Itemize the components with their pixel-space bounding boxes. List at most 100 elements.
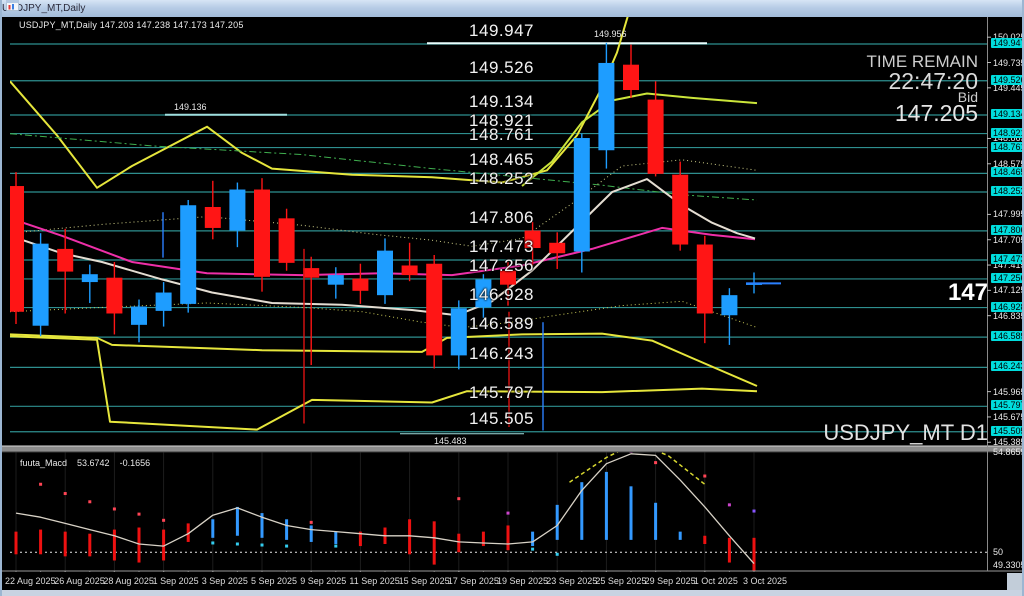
- candle-27-aug: [81, 274, 98, 283]
- chart-canvas[interactable]: USDJPY_MT,Daily 147.203 147.238 147.173 …: [2, 0, 1024, 573]
- scale-highlight-148.465: 148.465: [991, 167, 1022, 178]
- candle-26-sep: [623, 64, 639, 91]
- scale-tick-145.675: 145.675: [993, 411, 1024, 422]
- small-price-label-149.136: 149.136: [174, 101, 207, 112]
- candle-3-sep: [204, 206, 221, 228]
- time-remain-label: TIME REMAIN: [866, 52, 978, 71]
- current-price-big: 147: [947, 279, 988, 306]
- price-level-label-148.465: 148.465: [469, 150, 534, 170]
- candle-16-sep: [426, 263, 443, 356]
- small-price-label-145.483: 145.483: [434, 435, 467, 446]
- date-label-8: 11 Sep 2025: [349, 576, 400, 586]
- window-title: USDJPY_MT,Daily: [2, 3, 86, 14]
- scale-highlight-148.252: 148.252: [991, 185, 1022, 196]
- price-level-label-145.505: 145.505: [469, 408, 534, 428]
- macd-value-2: -0.1656: [119, 458, 151, 468]
- price-level-label-148.761: 148.761: [469, 124, 534, 144]
- time-scale[interactable]: [2, 572, 1022, 590]
- chart-ohlc-info: USDJPY_MT,Daily 147.203 147.238 147.173 …: [19, 20, 244, 30]
- date-label-10: 17 Sep 2025: [447, 576, 499, 586]
- macd-value-1: 53.6742: [77, 458, 110, 468]
- scale-tick-149.445: 149.445: [993, 82, 1024, 93]
- price-level-label-148.252: 148.252: [469, 168, 534, 188]
- candle-4-sep: [229, 189, 246, 231]
- scale-highlight-147.806: 147.806: [991, 224, 1022, 235]
- macd-scale-54.8659: 54.8659: [993, 447, 1024, 457]
- candle-30-sep: [672, 174, 689, 245]
- scale-tick-147.125: 147.125: [993, 285, 1024, 296]
- date-label-16: 3 Oct 2025: [743, 576, 788, 586]
- price-level-label-147.256: 147.256: [469, 255, 534, 275]
- date-label-3: 28 Aug 2025: [103, 576, 154, 586]
- scale-highlight-146.928: 146.928: [991, 301, 1022, 312]
- date-label-15: 1 Oct 2025: [693, 576, 738, 586]
- candle-9-sep: [303, 268, 320, 278]
- scale-tick-145.385: 145.385: [993, 437, 1024, 448]
- candle-23-sep: [549, 242, 566, 254]
- macd-name: fuuta_Macd: [20, 458, 68, 468]
- time-remain-value: 22:47:20: [888, 68, 978, 94]
- candle-1-oct: [696, 244, 713, 314]
- scale-tick-147.415: 147.415: [993, 260, 1024, 271]
- candle-22-aug: [10, 186, 24, 312]
- lower-band-yellow-b: [10, 335, 758, 431]
- scale-highlight-148.921: 148.921: [991, 127, 1022, 138]
- price-level-label-146.589: 146.589: [469, 314, 534, 334]
- scale-tick-145.965: 145.965: [993, 386, 1024, 397]
- scale-highlight-146.243: 146.243: [991, 361, 1022, 372]
- price-level-label-145.797: 145.797: [469, 383, 534, 403]
- price-level-label-147.473: 147.473: [469, 236, 534, 256]
- window-titlebar[interactable]: USDJPY_MT,Daily: [2, 0, 1022, 17]
- scale-tick-149.735: 149.735: [993, 57, 1024, 68]
- candle-29-sep: [647, 99, 664, 174]
- candle-28-aug: [106, 277, 123, 314]
- candle-17-sep: [450, 308, 467, 356]
- scale-tick-148.575: 148.575: [993, 158, 1024, 169]
- candle-8-sep: [278, 218, 295, 263]
- window-resize-corner[interactable]: [1007, 573, 1022, 590]
- date-label-9: 15 Sep 2025: [398, 576, 450, 586]
- chart-window-icon: [6, 0, 19, 11]
- scale-highlight-146.589: 146.589: [991, 331, 1022, 342]
- date-label-5: 3 Sep 2025: [201, 576, 248, 586]
- scale-tick-147.995: 147.995: [993, 209, 1024, 220]
- scale-tick-148.865: 148.865: [993, 133, 1024, 144]
- bid-label: Bid: [957, 89, 978, 105]
- upper-band-yellow: [10, 17, 629, 189]
- date-label-7: 9 Sep 2025: [300, 576, 347, 586]
- scale-highlight-149.947: 149.947: [991, 38, 1022, 48]
- scale-highlight-147.256: 147.256: [991, 272, 1022, 283]
- date-label-2: 26 Aug 2025: [54, 576, 105, 586]
- candle-24-sep: [573, 138, 590, 252]
- date-label-11: 19 Sep 2025: [497, 576, 549, 586]
- scale-highlight-149.134: 149.134: [991, 108, 1022, 119]
- symbol-watermark: USDJPY_MT D1: [823, 420, 988, 445]
- scale-highlight-145.505: 145.505: [991, 425, 1022, 436]
- candle-18-sep: [475, 279, 492, 308]
- scale-highlight-149.526: 149.526: [991, 74, 1022, 85]
- window-bottom-border: [2, 590, 1022, 596]
- candle-15-sep: [401, 265, 418, 276]
- candle-25-sep: [598, 62, 615, 151]
- price-level-label-149.134: 149.134: [469, 91, 534, 111]
- price-level-label-149.947: 149.947: [469, 21, 534, 40]
- candle-10-sep: [327, 275, 344, 285]
- price-chart-svg: [2, 17, 1022, 573]
- candle-26-aug: [57, 248, 74, 272]
- scale-highlight-147.473: 147.473: [991, 253, 1022, 264]
- candle-11-sep: [352, 278, 369, 291]
- scale-tick-150.025: 150.025: [993, 32, 1022, 42]
- candle-29-aug: [131, 306, 147, 325]
- candle-19-sep: [500, 270, 516, 285]
- price-level-label-149.526: 149.526: [469, 57, 534, 77]
- scale-highlight-148.761: 148.761: [991, 141, 1022, 152]
- price-level-label-146.243: 146.243: [469, 344, 534, 364]
- candle-25-aug: [32, 243, 49, 326]
- candle-2-oct: [721, 295, 738, 316]
- candle-2-sep: [180, 205, 197, 304]
- macd-scale-49.3305: 49.3305: [993, 560, 1024, 570]
- date-label-6: 5 Sep 2025: [251, 576, 298, 586]
- date-label-13: 25 Sep 2025: [595, 576, 647, 586]
- scale-highlight-145.797: 145.797: [991, 400, 1022, 411]
